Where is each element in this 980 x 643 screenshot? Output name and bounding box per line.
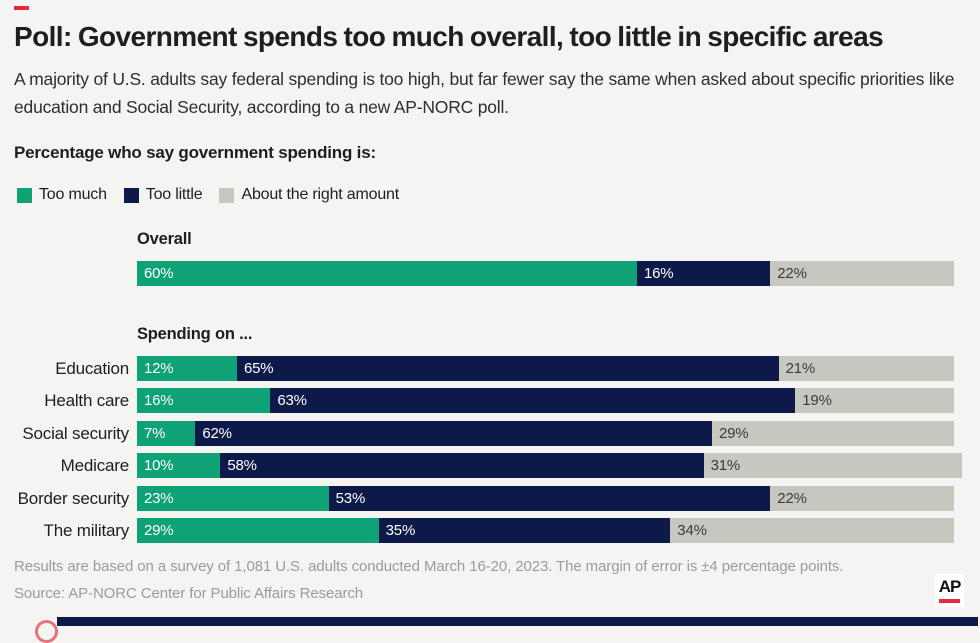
legend-swatch-icon	[123, 187, 139, 203]
bar-value-label: 29%	[718, 425, 749, 442]
row-bar: 7% 62% 29%	[137, 421, 954, 446]
bar-segment: 29%	[711, 421, 954, 446]
bar-segment: 29%	[137, 518, 379, 543]
bar-segment: 23%	[137, 486, 329, 511]
bottom-navy-bar	[57, 617, 978, 626]
bar-segment: 53%	[328, 486, 771, 511]
row-bar: 16% 63% 19%	[137, 388, 954, 413]
bar-segment: 65%	[236, 356, 779, 381]
subtitle: A majority of U.S. adults say federal sp…	[14, 69, 955, 117]
bar-segment: 7%	[137, 421, 196, 446]
bar-segment: 35%	[378, 518, 671, 543]
legend-item: Too little	[123, 186, 203, 204]
bar-segment: 19%	[795, 388, 954, 413]
bar-segment: 21%	[778, 356, 954, 381]
bar-value-label: 35%	[385, 522, 416, 539]
bar-value-label: 7%	[144, 425, 166, 442]
bar-value-label: 16%	[643, 265, 674, 282]
bar-segment: 31%	[703, 453, 962, 478]
row-label: Education	[55, 359, 129, 378]
section-label: Percentage who say government spending i…	[14, 143, 376, 162]
legend-item: About the right amount	[219, 186, 399, 204]
methodology-note: Results are based on a survey of 1,081 U…	[14, 558, 844, 575]
page-title: Poll: Government spends too much overall…	[14, 21, 884, 52]
bar-value-label: 16%	[144, 392, 174, 409]
top-accent-dash	[14, 6, 29, 10]
overall-group-label: Overall	[137, 230, 192, 248]
bar-value-label: 63%	[277, 392, 307, 409]
bar-segment: 22%	[770, 261, 954, 286]
bar-value-label: 60%	[144, 265, 174, 282]
bar-value-label: 19%	[802, 392, 832, 409]
row-bar: 29% 35% 34%	[137, 518, 954, 543]
infographic: Poll: Government spends too much overall…	[14, 6, 978, 643]
bar-value-label: 22%	[777, 490, 807, 507]
bar-segment: 60%	[137, 261, 637, 286]
row-label: Border security	[17, 489, 130, 508]
row-bar: 10% 58% 31%	[137, 453, 962, 478]
bar-value-label: 34%	[677, 522, 707, 539]
bar-segment: 12%	[137, 356, 237, 381]
bar-value-label: 31%	[710, 457, 741, 474]
bar-segment: 16%	[636, 261, 771, 286]
bar-value-label: 12%	[144, 360, 174, 377]
bar-value-label: 62%	[202, 425, 232, 442]
row-bar: 12% 65% 21%	[137, 356, 954, 381]
legend-swatch-icon	[219, 187, 235, 203]
bar-segment: 34%	[670, 518, 954, 543]
bar-value-label: 10%	[144, 457, 174, 474]
bar-value-label: 23%	[144, 490, 174, 507]
overall-bar: 60% 16% 22%	[137, 261, 954, 286]
bar-value-label: 21%	[785, 360, 816, 377]
legend-label: Too little	[145, 186, 203, 203]
bar-value-label: 29%	[144, 522, 174, 539]
row-label: Health care	[44, 391, 129, 410]
bar-segment: 16%	[137, 388, 271, 413]
row-label: Medicare	[60, 456, 130, 475]
row-label: Social security	[22, 424, 129, 443]
legend-swatch-icon	[17, 187, 32, 203]
ap-logo-text: AP	[938, 577, 962, 596]
legend-label: About the right amount	[241, 186, 399, 203]
row-label: The military	[43, 521, 130, 540]
bar-segment: 22%	[770, 486, 954, 511]
legend-item: Too much	[17, 186, 107, 204]
bar-value-label: 22%	[777, 265, 807, 282]
bar-value-label: 58%	[227, 457, 257, 474]
bar-segment: 58%	[220, 453, 704, 478]
bar-segment: 62%	[195, 421, 712, 446]
row-bar: 23% 53% 22%	[137, 486, 954, 511]
bar-value-label: 65%	[243, 360, 274, 377]
ap-logo: AP	[935, 574, 964, 607]
legend-label: Too much	[39, 186, 107, 203]
bar-value-label: 53%	[335, 490, 366, 507]
bottom-left-circle-mark	[35, 620, 58, 643]
bar-segment: 10%	[137, 453, 221, 478]
legend: Too much Too little About the right amount	[17, 186, 399, 204]
bar-segment: 63%	[270, 388, 796, 413]
source-line: Source: AP-NORC Center for Public Affair…	[14, 585, 364, 602]
spending-group-label: Spending on ...	[137, 325, 253, 343]
ap-logo-red-bar	[939, 599, 960, 603]
